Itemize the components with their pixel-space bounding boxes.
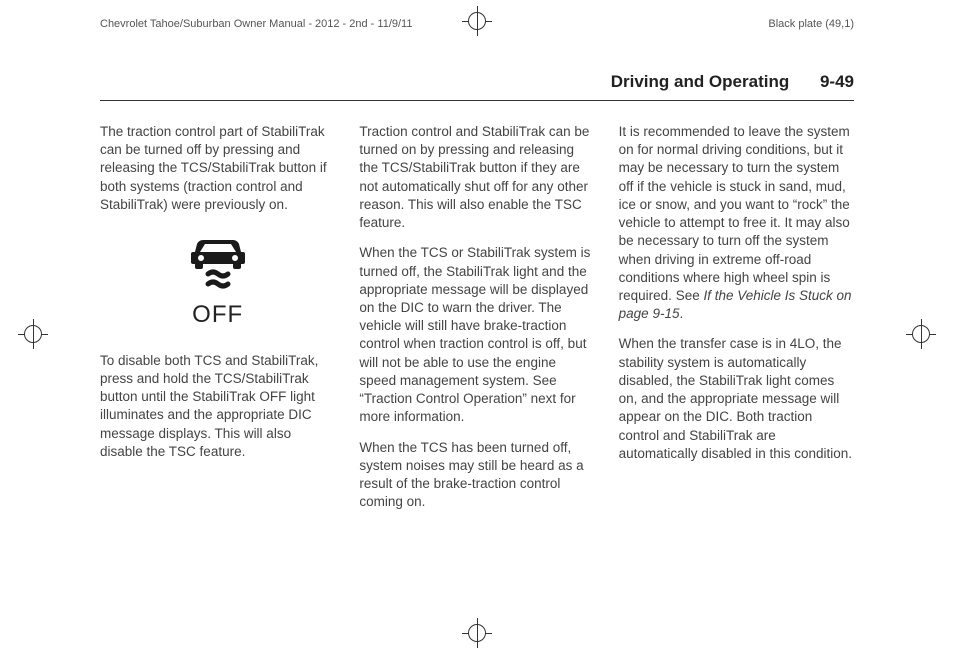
body-paragraph: When the TCS or StabiliTrak system is tu… [359, 244, 594, 426]
text-run: It is recommended to leave the system on… [619, 124, 850, 303]
body-paragraph: It is recommended to leave the system on… [619, 123, 854, 323]
text-run: . [679, 306, 683, 321]
column-2: Traction control and StabiliTrak can be … [359, 123, 594, 523]
plate-text: Black plate (49,1) [768, 18, 854, 30]
stabilitrak-off-icon: OFF [100, 232, 335, 332]
crop-mark-left [18, 319, 48, 349]
off-label: OFF [100, 299, 335, 331]
body-paragraph: When the TCS has been turned off, system… [359, 439, 594, 512]
crop-mark-top [462, 6, 492, 36]
section-title: Driving and Operating [611, 72, 790, 91]
crop-mark-bottom [462, 618, 492, 648]
page-content: Driving and Operating 9-49 The traction … [100, 72, 854, 608]
body-paragraph: The traction control part of StabiliTrak… [100, 123, 335, 214]
body-paragraph: Traction control and StabiliTrak can be … [359, 123, 594, 232]
column-layout: The traction control part of StabiliTrak… [100, 123, 854, 523]
page-header: Driving and Operating 9-49 [100, 72, 854, 101]
body-paragraph: When the transfer case is in 4LO, the st… [619, 335, 854, 463]
plate-info: Black plate (49,1) [768, 18, 854, 30]
manual-id-text: Chevrolet Tahoe/Suburban Owner Manual - … [100, 18, 412, 30]
body-paragraph: To disable both TCS and StabiliTrak, pre… [100, 352, 335, 461]
page-number: 9-49 [820, 72, 854, 91]
crop-mark-right [906, 319, 936, 349]
column-3: It is recommended to leave the system on… [619, 123, 854, 523]
column-1: The traction control part of StabiliTrak… [100, 123, 335, 523]
